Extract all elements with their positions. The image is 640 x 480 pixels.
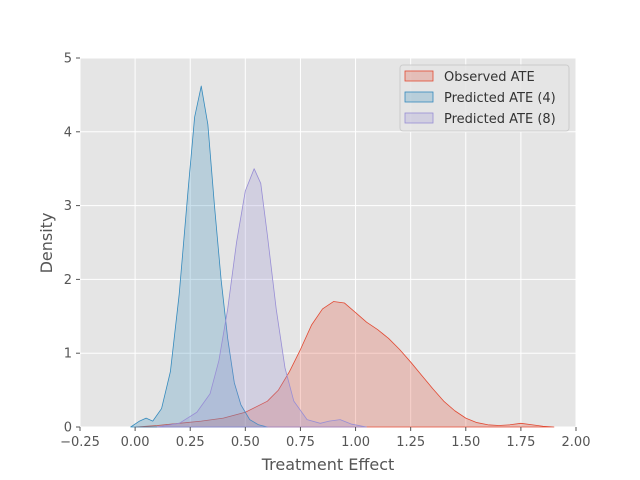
area-predicted-ate-8 — [156, 168, 367, 428]
x-tick-label: 2.00 — [562, 435, 591, 450]
legend-label-observed-ate: Observed ATE — [444, 70, 535, 85]
legend-swatch-predicted-ate-4 — [404, 91, 434, 103]
x-tick-label: 0.75 — [286, 435, 315, 450]
x-tick-label: 1.50 — [451, 435, 480, 450]
y-axis-label: Density — [37, 213, 56, 274]
x-tick-label: 0.25 — [176, 435, 205, 450]
y-tick-label: 1 — [64, 347, 72, 362]
area-predicted-ate-4 — [130, 85, 268, 428]
density-areas — [130, 85, 555, 428]
legend-swatch-predicted-ate-8 — [404, 112, 434, 124]
area-observed-ate — [134, 301, 555, 428]
x-tick-label: 1.75 — [506, 435, 535, 450]
y-tick-label: 4 — [64, 125, 72, 140]
y-axis-ticks: 0 1 2 3 4 5 — [64, 52, 80, 436]
legend-swatch-observed-ate — [404, 70, 434, 82]
x-tick-label: −0.25 — [60, 435, 100, 450]
x-tick-label: 0.00 — [121, 435, 150, 450]
y-tick-label: 5 — [64, 52, 72, 67]
legend-label-predicted-ate-4: Predicted ATE (4) — [444, 91, 556, 106]
y-tick-label: 0 — [64, 421, 72, 436]
x-tick-label: 0.50 — [231, 435, 260, 450]
y-tick-label: 2 — [64, 273, 72, 288]
legend: Observed ATE Predicted ATE (4) Predicted A… — [399, 64, 570, 132]
x-tick-label: 1.25 — [396, 435, 425, 450]
x-axis-label: Treatment Effect — [261, 455, 395, 474]
y-tick-label: 3 — [64, 199, 72, 214]
legend-label-predicted-ate-8: Predicted ATE (8) — [444, 112, 556, 127]
x-tick-label: 1.00 — [341, 435, 370, 450]
x-axis-ticks: −0.25 0.00 0.25 0.50 0.75 1.00 1.25 1.50 1.75 2.0… — [60, 427, 590, 450]
legend-box — [399, 64, 570, 132]
